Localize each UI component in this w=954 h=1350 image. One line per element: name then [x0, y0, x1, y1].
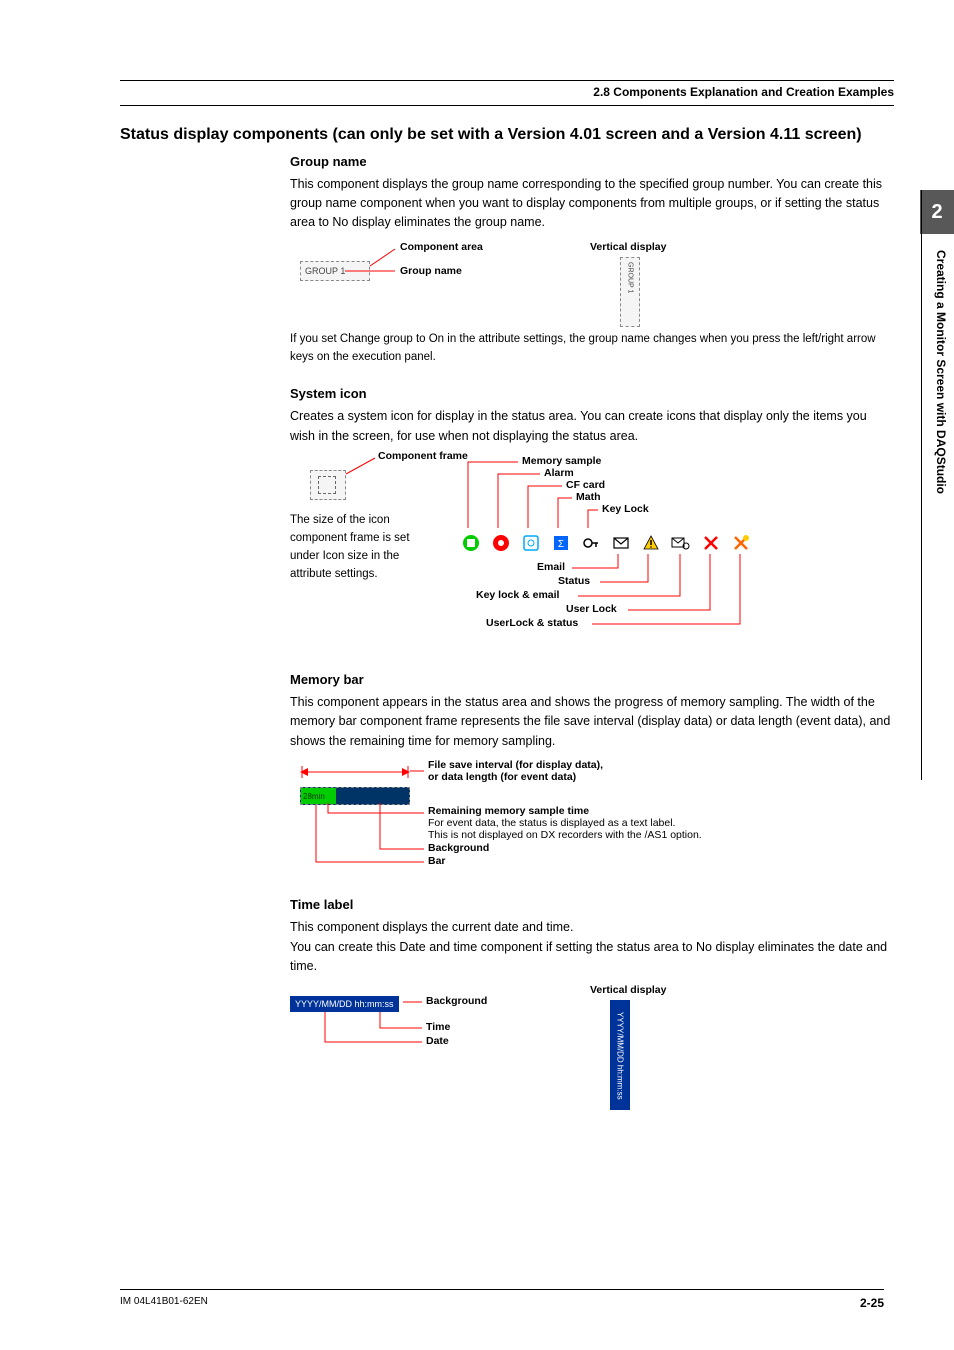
system-icon-body: Creates a system icon for display in the…: [290, 407, 894, 446]
label-remaining-sub: For event data, the status is displayed …: [428, 817, 702, 841]
label-key-lock-email: Key lock & email: [476, 589, 559, 601]
index-line: [921, 190, 922, 780]
page-title: Status display components (can only be s…: [120, 124, 894, 146]
top-rule: [120, 80, 894, 81]
group-name-note: If you set Change group to On in the att…: [290, 331, 894, 367]
label-remaining: Remaining memory sample time: [428, 805, 702, 817]
memory-bar-body: This component appears in the status are…: [290, 693, 894, 751]
doc-id: IM 04L41B01-62EN: [120, 1296, 208, 1310]
memory-bar-section: Memory bar This component appears in the…: [290, 672, 894, 877]
page-footer: IM 04L41B01-62EN 2-25: [120, 1289, 884, 1310]
label-mb-bar: Bar: [428, 855, 446, 867]
label-group-name: Group name: [400, 265, 462, 277]
group-name-section: Group name This component displays the g…: [290, 154, 894, 367]
memory-bar-heading: Memory bar: [290, 672, 894, 687]
group-sample-text-v: GROUP 1: [627, 262, 634, 293]
time-label-heading: Time label: [290, 897, 894, 912]
label-component-area: Component area: [400, 241, 483, 253]
label-file-save-interval: File save interval (for display data), o…: [428, 759, 603, 783]
time-label-sample-v: YYYY/MM/DD hh:mm:ss: [616, 1012, 625, 1100]
label-tl-background: Background: [426, 995, 487, 1007]
label-math: Math: [576, 491, 601, 503]
label-tl-date: Date: [426, 1035, 449, 1047]
page-number: 2-25: [860, 1296, 884, 1310]
time-label-section: Time label This component displays the c…: [290, 897, 894, 1114]
system-icon-section: System icon Creates a system icon for di…: [290, 386, 894, 652]
label-user-lock-status: UserLock & status: [486, 617, 578, 629]
label-key-lock: Key Lock: [602, 503, 649, 515]
label-component-frame: Component frame: [378, 450, 468, 462]
label-cf-card: CF card: [566, 479, 605, 491]
time-label-body: This component displays the current date…: [290, 918, 894, 976]
chapter-tab: 2: [920, 190, 954, 234]
label-vertical-display: Vertical display: [590, 241, 666, 253]
chapter-number: 2: [931, 201, 942, 224]
label-email: Email: [537, 561, 565, 573]
label-memory-sample: Memory sample: [522, 455, 601, 467]
group-name-body: This component displays the group name c…: [290, 175, 894, 233]
label-user-lock: User Lock: [566, 603, 617, 615]
system-icon-heading: System icon: [290, 386, 894, 401]
chapter-side-label: Creating a Monitor Screen with DAQStudio: [934, 250, 948, 494]
label-tl-time: Time: [426, 1021, 450, 1033]
label-status: Status: [558, 575, 590, 587]
label-alarm: Alarm: [544, 467, 574, 479]
label-mb-background: Background: [428, 842, 489, 854]
label-tl-vertical-display: Vertical display: [590, 984, 666, 996]
section-header: 2.8 Components Explanation and Creation …: [120, 85, 894, 106]
group-name-heading: Group name: [290, 154, 894, 169]
